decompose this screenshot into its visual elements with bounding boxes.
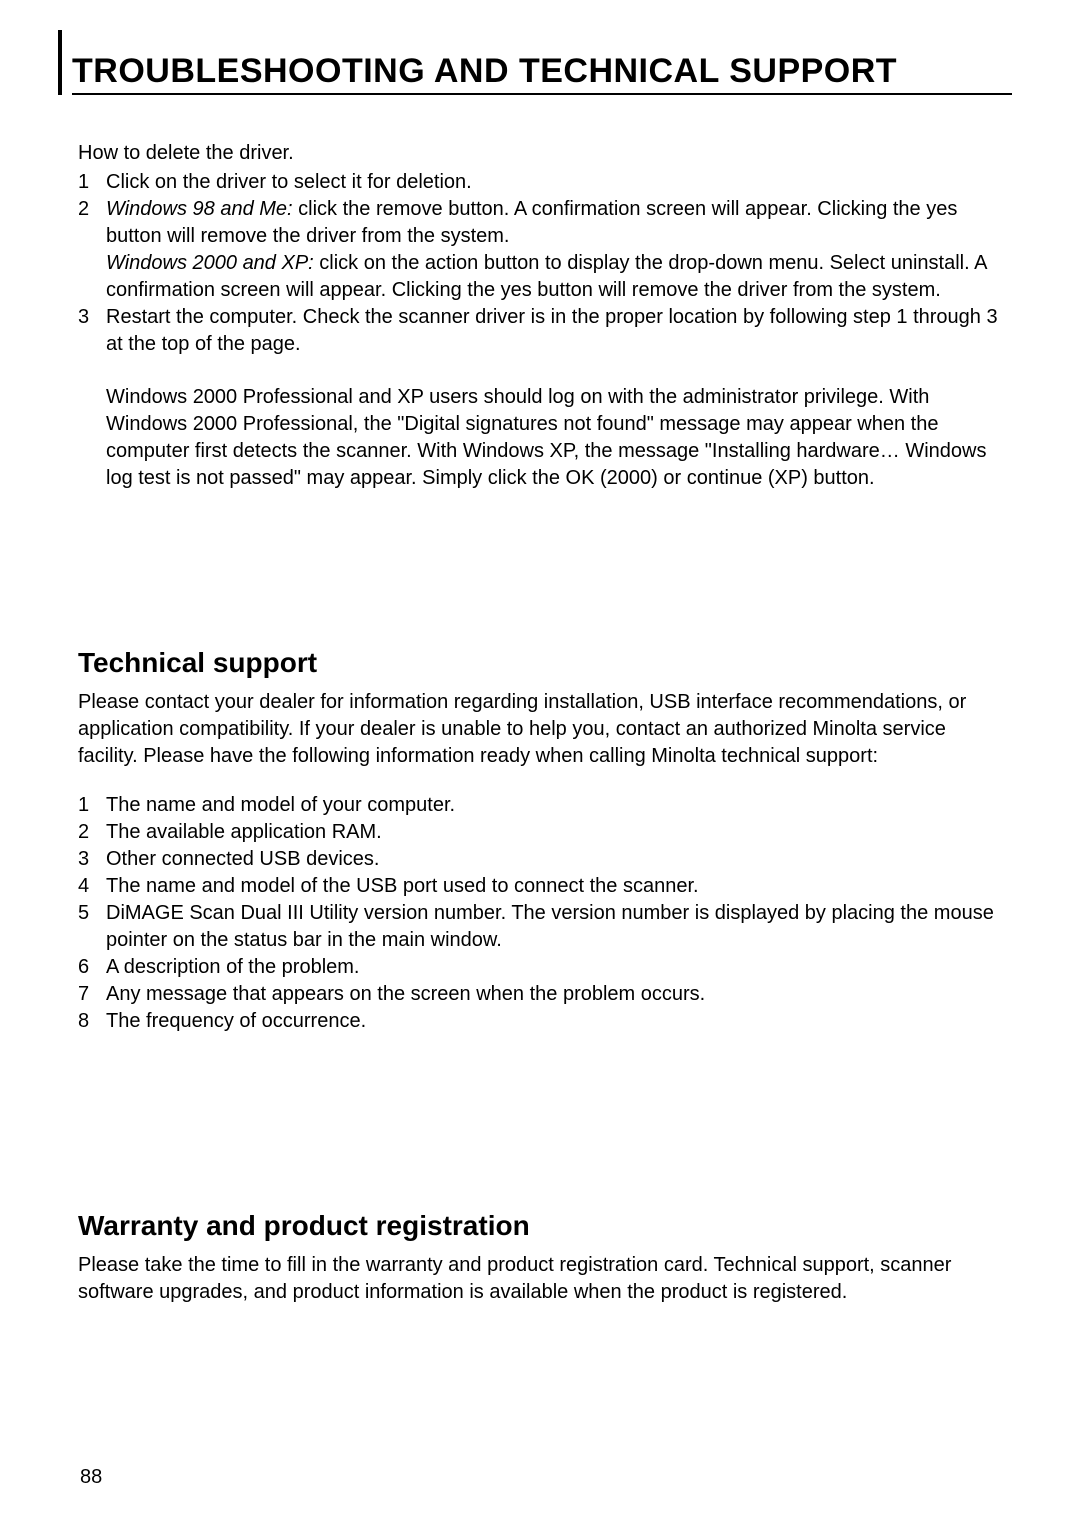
item-text: Any message that appears on the screen w… bbox=[106, 981, 1002, 1008]
item-text: The name and model of the USB port used … bbox=[106, 873, 1002, 900]
warranty-paragraph: Please take the time to fill in the warr… bbox=[78, 1252, 1002, 1306]
main-content: How to delete the driver. 1 Click on the… bbox=[68, 140, 1012, 1306]
step-number: 2 bbox=[78, 196, 106, 304]
tech-item: 4 The name and model of the USB port use… bbox=[78, 873, 1002, 900]
item-number: 1 bbox=[78, 792, 106, 819]
item-text: DiMAGE Scan Dual III Utility version num… bbox=[106, 900, 1002, 954]
item-number: 4 bbox=[78, 873, 106, 900]
tech-item: 3 Other connected USB devices. bbox=[78, 846, 1002, 873]
warranty-section: Warranty and product registration Please… bbox=[78, 1210, 1002, 1306]
tech-item: 1 The name and model of your computer. bbox=[78, 792, 1002, 819]
step-2-italic-2: Windows 2000 and XP: bbox=[106, 252, 314, 274]
tech-item: 5 DiMAGE Scan Dual III Utility version n… bbox=[78, 900, 1002, 954]
page-title: TROUBLESHOOTING AND TECHNICAL SUPPORT bbox=[72, 30, 1012, 95]
item-number: 3 bbox=[78, 846, 106, 873]
technical-support-section: Technical support Please contact your de… bbox=[78, 647, 1002, 1035]
step-text: Windows 98 and Me: click the remove butt… bbox=[106, 196, 1002, 304]
step-number: 1 bbox=[78, 169, 106, 196]
tech-item: 7 Any message that appears on the screen… bbox=[78, 981, 1002, 1008]
step-1: 1 Click on the driver to select it for d… bbox=[78, 169, 1002, 196]
section1-intro: How to delete the driver. bbox=[78, 140, 1002, 167]
tech-item: 8 The frequency of occurrence. bbox=[78, 1008, 1002, 1035]
warranty-heading: Warranty and product registration bbox=[78, 1210, 1002, 1242]
step-2-italic-1: Windows 98 and Me: bbox=[106, 198, 293, 220]
item-text: Other connected USB devices. bbox=[106, 846, 1002, 873]
step-text: Click on the driver to select it for del… bbox=[106, 169, 1002, 196]
step-2: 2 Windows 98 and Me: click the remove bu… bbox=[78, 196, 1002, 304]
item-text: The name and model of your computer. bbox=[106, 792, 1002, 819]
item-number: 2 bbox=[78, 819, 106, 846]
step-number: 3 bbox=[78, 304, 106, 358]
item-number: 8 bbox=[78, 1008, 106, 1035]
tech-item: 2 The available application RAM. bbox=[78, 819, 1002, 846]
item-text: The available application RAM. bbox=[106, 819, 1002, 846]
delete-driver-steps: 1 Click on the driver to select it for d… bbox=[78, 169, 1002, 358]
item-text: The frequency of occurrence. bbox=[106, 1008, 1002, 1035]
tech-support-items: 1 The name and model of your computer. 2… bbox=[78, 792, 1002, 1035]
item-text: A description of the problem. bbox=[106, 954, 1002, 981]
tech-item: 6 A description of the problem. bbox=[78, 954, 1002, 981]
item-number: 6 bbox=[78, 954, 106, 981]
item-number: 5 bbox=[78, 900, 106, 954]
page-number: 88 bbox=[80, 1466, 102, 1489]
step-text: Restart the computer. Check the scanner … bbox=[106, 304, 1002, 358]
tech-support-heading: Technical support bbox=[78, 647, 1002, 679]
header-section: TROUBLESHOOTING AND TECHNICAL SUPPORT bbox=[58, 30, 1012, 95]
tech-support-paragraph: Please contact your dealer for informati… bbox=[78, 689, 1002, 770]
item-number: 7 bbox=[78, 981, 106, 1008]
step-3: 3 Restart the computer. Check the scanne… bbox=[78, 304, 1002, 358]
admin-privilege-note: Windows 2000 Professional and XP users s… bbox=[106, 384, 1002, 492]
